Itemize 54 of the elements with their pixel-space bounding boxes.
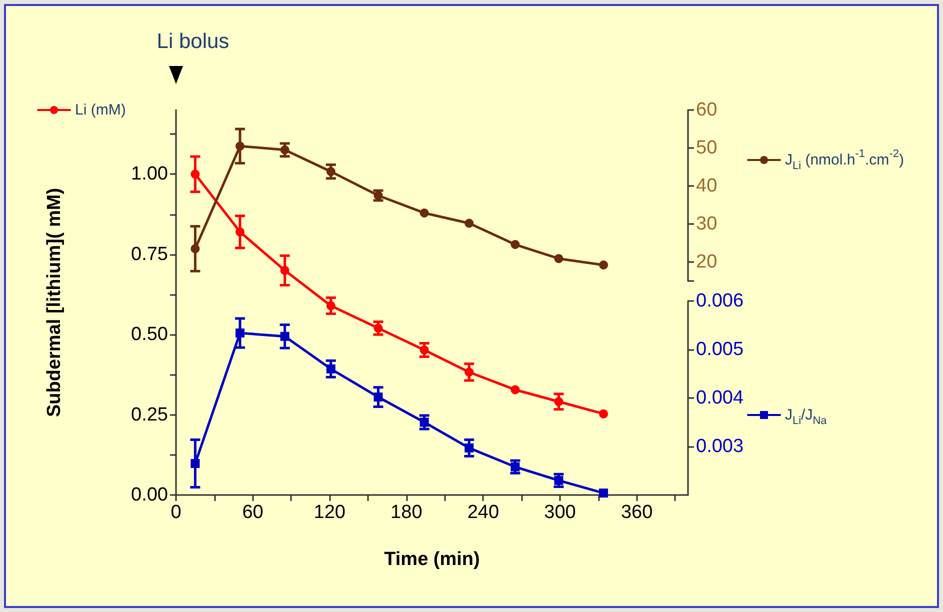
point <box>374 392 383 402</box>
point <box>326 364 336 374</box>
point <box>190 244 200 254</box>
x-axis-title: Time (min) <box>384 549 480 570</box>
point <box>464 443 474 452</box>
point <box>554 397 564 406</box>
point <box>280 145 290 154</box>
x-tick-label: 180 <box>390 502 422 523</box>
point <box>599 409 608 418</box>
x-tick-label: 360 <box>620 502 653 523</box>
y-axis-title: Subdermal [lithium]( mM) <box>44 188 65 418</box>
point <box>420 345 429 354</box>
y2-tick-label: 60 <box>696 100 718 120</box>
point <box>554 476 564 485</box>
point <box>236 142 244 151</box>
point <box>420 418 429 427</box>
point <box>280 332 290 341</box>
point <box>554 254 564 264</box>
y2-tick-label: 20 <box>696 252 718 272</box>
point <box>464 368 474 377</box>
y-tick-label: 0.25 <box>131 404 168 426</box>
point <box>599 488 608 498</box>
x-tick-label: 120 <box>314 502 346 523</box>
point <box>464 218 474 228</box>
x-tick-label: 0 <box>170 502 182 523</box>
point <box>190 170 200 179</box>
point <box>326 167 336 176</box>
point <box>236 227 244 236</box>
y-tick-label: 0.50 <box>131 324 168 346</box>
point <box>599 260 608 270</box>
point <box>236 328 244 338</box>
point <box>280 266 290 275</box>
point <box>374 324 383 333</box>
legend-label: Li (mM) <box>75 102 126 118</box>
point <box>510 462 520 472</box>
y3-tick-label: 0.003 <box>696 436 744 457</box>
y-tick-label: 1.00 <box>131 164 168 185</box>
y3-tick-label: 0.006 <box>696 290 744 312</box>
point <box>326 301 336 310</box>
point <box>510 240 520 250</box>
y3-tick-label: 0.005 <box>696 339 744 360</box>
y2-tick-label: 30 <box>696 214 718 234</box>
y2-tick-label: 50 <box>696 138 718 158</box>
point <box>420 208 429 218</box>
y2-tick-label: 40 <box>696 176 718 196</box>
x-tick-label: 240 <box>467 502 500 523</box>
x-tick-label: 60 <box>242 502 264 523</box>
y3-tick-label: 0.004 <box>696 388 744 408</box>
point <box>190 458 200 468</box>
x-tick-label: 300 <box>544 502 576 523</box>
point <box>510 385 520 394</box>
y-tick-label: 0.75 <box>131 244 168 265</box>
y-tick-label: 0.00 <box>131 484 168 506</box>
text: Li bolus <box>156 30 230 54</box>
